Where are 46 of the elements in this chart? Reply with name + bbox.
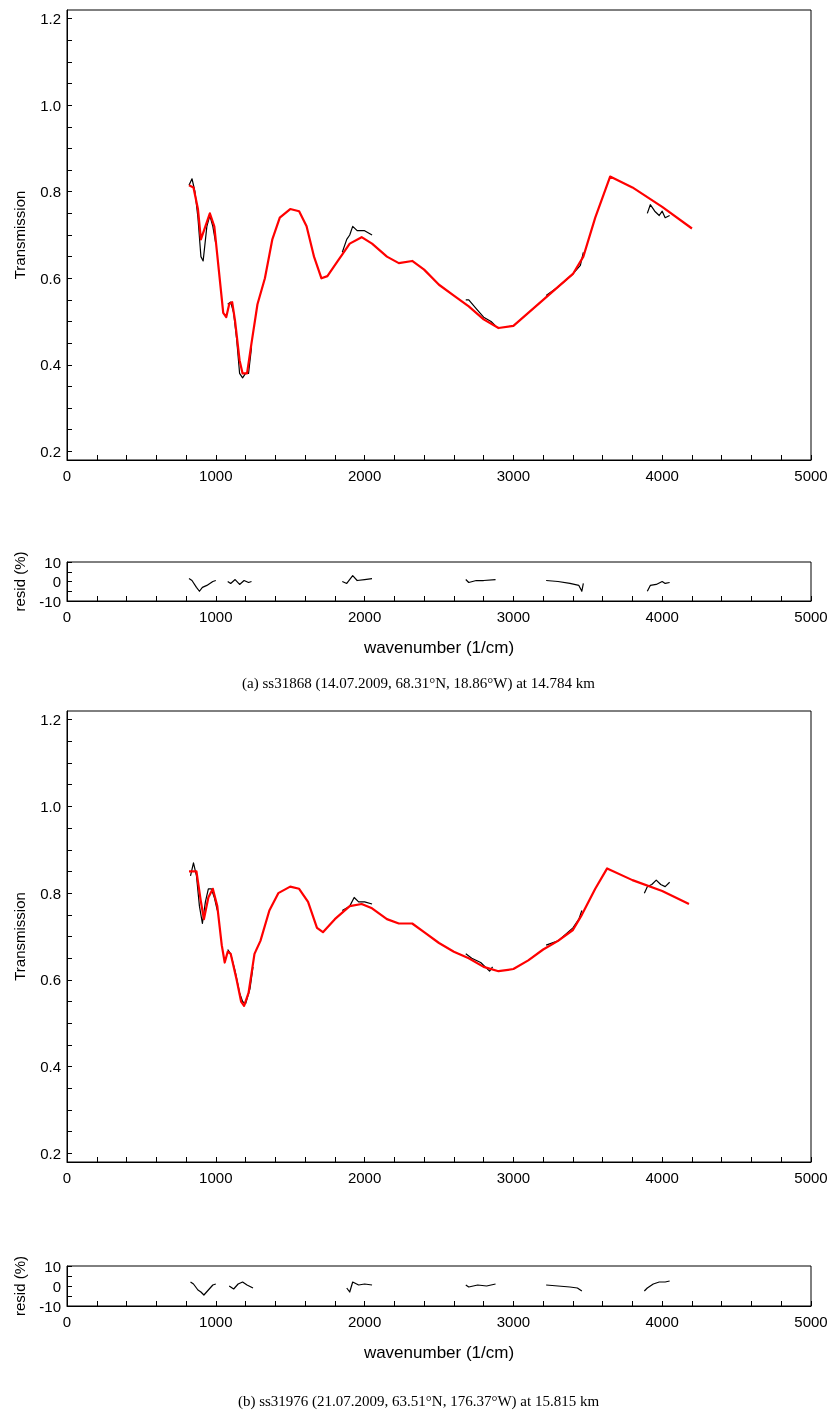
y-tick-label: 0.6 (40, 971, 61, 989)
x-tick-label: 1000 (199, 608, 233, 625)
x-tick-label: 4000 (645, 467, 679, 484)
x-tick-label: 3000 (496, 1169, 531, 1186)
y-tick-label: 10 (44, 553, 61, 571)
x-tick-label: 5000 (794, 1313, 828, 1330)
text: (a) ss31868 (14.07.2009, 68.31°N, 18.86°W) at 14.784 km (242, 674, 596, 692)
y-axis-title: resid (%) (11, 1255, 28, 1317)
y-tick-label: -10 (39, 1297, 61, 1315)
x-tick-label: 5000 (794, 608, 828, 625)
x-tick-label: 3000 (496, 1313, 531, 1330)
x-tick-label: 5000 (794, 467, 828, 484)
y-tick-label: 1.2 (40, 711, 61, 729)
y-tick-label: 0.4 (40, 356, 61, 374)
y-tick-label: -10 (39, 592, 61, 610)
x-tick-label: 2000 (347, 608, 382, 625)
y-tick-label: 0 (52, 1277, 61, 1295)
x-tick-label: 4000 (645, 1313, 679, 1330)
y-axis-title: Transmission (11, 190, 28, 280)
text: (b) ss31976 (21.07.2009, 63.51°N, 176.37°W) at 15.815 km (237, 1392, 600, 1410)
y-tick-label: 0.2 (40, 442, 61, 460)
x-tick-label: 3000 (496, 467, 531, 484)
x-tick-label: 3000 (496, 608, 531, 625)
x-axis-title: wavenumber (1/cm) (362, 1343, 515, 1362)
y-axis-title: Transmission (11, 892, 28, 981)
y-tick-label: 0 (52, 573, 61, 590)
x-tick-label: 1000 (199, 1313, 233, 1330)
y-tick-label: 0.8 (40, 183, 61, 201)
y-tick-label: 0.2 (40, 1144, 61, 1162)
x-tick-label: 1000 (199, 1169, 233, 1186)
x-tick-label: 2000 (347, 467, 382, 484)
y-tick-label: 1.0 (40, 96, 61, 114)
y-tick-label: 0.8 (40, 884, 61, 902)
x-tick-label: 2000 (347, 1169, 382, 1186)
x-tick-label: 4000 (645, 1169, 679, 1186)
y-tick-label: 1.2 (40, 10, 61, 28)
y-axis-title: resid (%) (11, 551, 28, 612)
y-tick-label: 10 (44, 1257, 61, 1275)
x-tick-label: 4000 (645, 608, 679, 625)
y-tick-label: 0.4 (40, 1058, 61, 1076)
x-tick-label: 5000 (794, 1169, 828, 1186)
x-axis-title: wavenumber (1/cm) (362, 638, 515, 657)
x-tick-label: 1000 (199, 467, 233, 484)
x-tick-label: 2000 (347, 1313, 382, 1330)
y-tick-label: 0.6 (40, 269, 61, 287)
y-tick-label: 1.0 (40, 797, 61, 815)
